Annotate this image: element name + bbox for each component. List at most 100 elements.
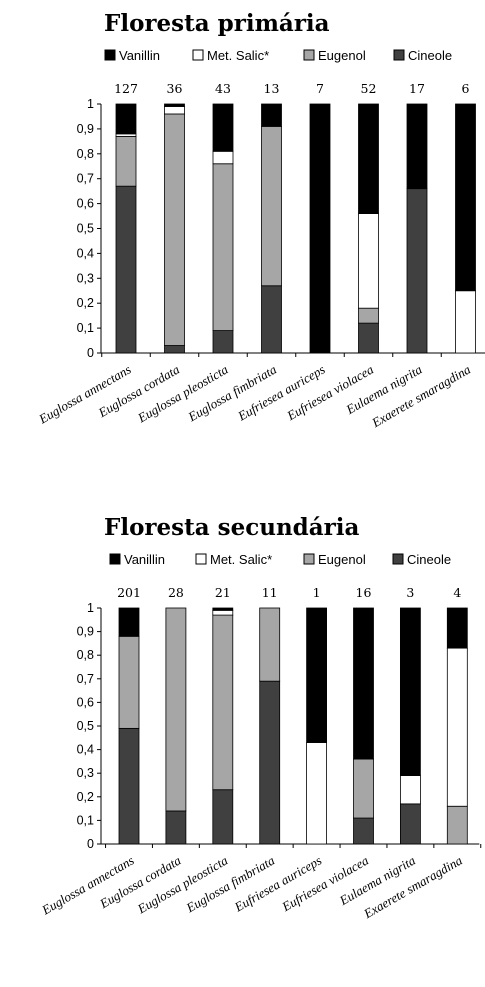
bar-segment-eugenol — [446, 805, 468, 845]
bar-segment-met-salic — [212, 609, 234, 616]
bar-segment-vanillin — [358, 103, 379, 214]
bar-segment-vanillin — [306, 607, 328, 743]
bar-segment-eugenol — [115, 135, 137, 187]
bar-segment-vanillin — [309, 103, 331, 354]
chart-title: Floresta primária — [104, 10, 330, 37]
bar-segment-eugenol — [212, 163, 234, 331]
bar-segment-cineole — [261, 285, 282, 354]
y-tick-label: 0,4 — [77, 743, 94, 757]
bar-segment-eugenol — [118, 635, 140, 729]
count-label: 52 — [361, 81, 377, 96]
count-label: 36 — [167, 81, 183, 96]
bar-segment-cineole — [406, 188, 428, 354]
y-tick-label: 0,6 — [77, 197, 94, 211]
legend-swatch-met-salic — [195, 553, 207, 565]
y-tick-label: 0,6 — [77, 695, 94, 709]
bar-segment-cineole — [118, 727, 140, 845]
bar-segment-met-salic — [455, 290, 476, 354]
bar-segment-eugenol — [358, 307, 379, 324]
legend-label-eugenol: Eugenol — [318, 48, 366, 63]
legend-swatch-cineole — [392, 553, 404, 565]
bar-segment-met-salic — [358, 213, 379, 309]
y-tick-label: 1 — [87, 601, 94, 615]
y-tick-label: 1 — [87, 97, 94, 111]
legend-swatch-met-salic — [192, 49, 204, 61]
y-tick-label: 0,9 — [77, 625, 94, 639]
bar-segment-met-salic — [212, 150, 234, 165]
legend-swatch-vanillin — [104, 49, 116, 61]
legend-label-vanillin: Vanillin — [119, 48, 160, 63]
bar-segment-eugenol — [212, 614, 234, 791]
bar-segment-vanillin — [455, 103, 476, 292]
legend-label-met-salic: Met. Salic* — [207, 48, 269, 63]
bar-segment-eugenol — [353, 758, 374, 819]
chart-title: Floresta secundária — [104, 514, 360, 541]
bar-segment-vanillin — [406, 103, 428, 190]
count-label: 43 — [215, 81, 231, 96]
bar-segment-vanillin — [115, 103, 137, 135]
count-label: 127 — [114, 81, 138, 96]
bar-segment-vanillin — [212, 607, 234, 611]
bar-segment-cineole — [212, 330, 234, 354]
bar-segment-cineole — [212, 789, 234, 845]
count-label: 3 — [406, 585, 414, 600]
bar-segment-met-salic — [164, 106, 185, 115]
bar-segment-met-salic — [306, 742, 328, 845]
chart-1: Floresta primária Vanillin Met. Salic* Euge… — [35, 10, 485, 431]
y-tick-label: 0 — [87, 346, 94, 360]
bar-segment-cineole — [358, 322, 379, 354]
bar-segment-met-salic — [399, 775, 421, 805]
bar-segment-vanillin — [164, 103, 185, 107]
legend-label-cineole: Cineole — [408, 48, 452, 63]
bar-segment-vanillin — [118, 607, 140, 637]
y-tick-label: 0,8 — [77, 147, 94, 161]
legend-swatch-eugenol — [303, 49, 315, 61]
bar-segment-cineole — [115, 185, 137, 354]
legend-label-eugenol: Eugenol — [318, 552, 366, 567]
bar-segment-eugenol — [259, 607, 281, 682]
y-tick-label: 0,5 — [77, 719, 94, 733]
legend-swatch-cineole — [393, 49, 405, 61]
y-tick-label: 0,7 — [77, 672, 94, 686]
y-tick-label: 0 — [87, 837, 94, 851]
bar-segment-cineole — [399, 803, 421, 845]
y-tick-label: 0,4 — [77, 246, 94, 260]
y-tick-label: 0,3 — [77, 271, 94, 285]
chart-2: Floresta secundária Vanillin Met. Salic* Eu… — [38, 514, 482, 922]
legend-label-met-salic: Met. Salic* — [210, 552, 272, 567]
bar-segment-cineole — [259, 680, 281, 845]
legend-label-vanillin: Vanillin — [124, 552, 165, 567]
bar-segment-eugenol — [165, 607, 187, 812]
bar-segment-eugenol — [164, 113, 185, 346]
count-label: 11 — [262, 585, 278, 600]
count-label: 17 — [409, 81, 425, 96]
y-tick-label: 0,2 — [77, 296, 94, 310]
count-label: 28 — [168, 585, 184, 600]
bar-segment-vanillin — [212, 103, 234, 152]
legend-swatch-vanillin — [109, 553, 121, 565]
count-label: 6 — [462, 81, 470, 96]
y-tick-label: 0,3 — [77, 766, 94, 780]
bar-segment-cineole — [353, 817, 374, 845]
y-tick-label: 0,7 — [77, 172, 94, 186]
bar-segment-vanillin — [353, 607, 374, 760]
y-tick-label: 0,9 — [77, 122, 94, 136]
count-label: 7 — [316, 81, 324, 96]
count-label: 201 — [117, 585, 141, 600]
legend-swatch-eugenol — [303, 553, 315, 565]
y-tick-label: 0,1 — [77, 321, 94, 335]
count-label: 4 — [453, 585, 461, 600]
y-tick-label: 0,8 — [77, 648, 94, 662]
y-tick-label: 0,5 — [77, 222, 94, 236]
bar-segment-vanillin — [261, 103, 282, 127]
y-tick-label: 0,1 — [77, 813, 94, 827]
legend-label-cineole: Cineole — [407, 552, 451, 567]
bar-segment-cineole — [164, 345, 185, 354]
bar-segment-vanillin — [446, 607, 468, 649]
count-label: 21 — [215, 585, 231, 600]
y-tick-label: 0,2 — [77, 790, 94, 804]
bar-segment-cineole — [165, 810, 187, 845]
bar-segment-eugenol — [261, 126, 282, 287]
count-label: 16 — [356, 585, 372, 600]
